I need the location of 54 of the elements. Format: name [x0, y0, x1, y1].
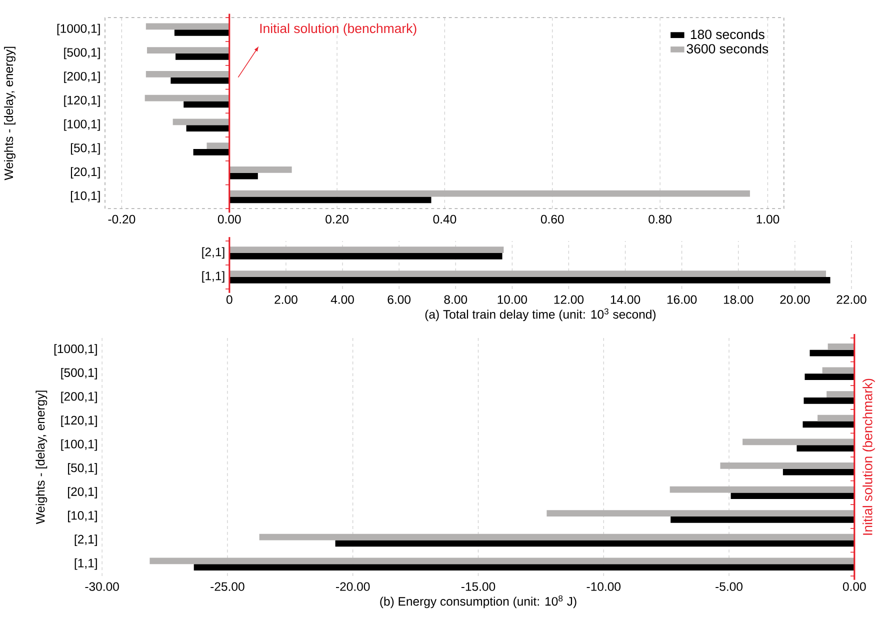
x-tick-label: 0.00	[218, 214, 241, 224]
y-tick-label: [500,1]	[64, 48, 100, 60]
y-tick-label: [120,1]	[64, 96, 100, 107]
x-tick-label: 12.00	[554, 295, 584, 304]
x-tick-label: -20.00	[336, 582, 370, 591]
x-tick-label: 0.60	[540, 214, 564, 224]
y-tick-label: [100,1]	[64, 119, 100, 131]
x-tick-label: 22.00	[836, 295, 866, 304]
x-tick-label: -10.00	[586, 582, 621, 591]
y-tick-label: [200,1]	[61, 392, 97, 404]
y-tick-label: [10,1]	[68, 510, 97, 522]
x-tick-label: 4.00	[330, 295, 354, 304]
x-tick-label: 0.80	[648, 214, 672, 224]
x-tick-label: 16.00	[667, 295, 697, 304]
x-tick-label: 8.00	[444, 295, 468, 304]
y-tick-label: [20,1]	[70, 167, 100, 179]
y-tick-label: [1000,1]	[54, 344, 97, 356]
x-tick-label: -5.00	[716, 582, 742, 591]
x-tick-label: 18.00	[724, 295, 754, 304]
y-tick-label: [50,1]	[70, 143, 100, 155]
y-tick-label: [2,1]	[202, 247, 224, 259]
x-tick-label: 0	[226, 295, 232, 304]
y-tick-label: [50,1]	[68, 463, 97, 475]
x-axis-title: (b) Energy consumption (unit: 10$^{8}$ J)	[380, 595, 576, 608]
y-tick-label: [20,1]	[68, 487, 97, 498]
y-tick-label: [100,1]	[61, 439, 97, 451]
y-tick-label: [200,1]	[64, 72, 100, 84]
x-tick-label: 0.40	[433, 214, 456, 224]
y-tick-label: [500,1]	[61, 368, 97, 380]
ref-line-label: Initial solution (benchmark)	[862, 378, 875, 535]
y-tick-label: [10,1]	[70, 191, 100, 202]
x-tick-label: -0.20	[108, 214, 136, 224]
x-tick-label: 10.00	[498, 295, 528, 304]
x-axis-title: (a) Total train delay time (unit: 10$^{3}$ second)	[425, 308, 656, 322]
x-tick-label: -25.00	[210, 582, 244, 591]
legend-label: 180 seconds	[690, 29, 764, 40]
ref-line-label: Initial solution (benchmark)	[260, 23, 416, 36]
x-tick-label: 14.00	[610, 295, 640, 304]
x-tick-label: 1.00	[756, 214, 780, 224]
y-tick-label: [1000,1]	[57, 24, 100, 36]
y-axis-title: Weights - [delay, energy]	[4, 46, 16, 180]
x-tick-label: 6.00	[388, 295, 410, 304]
y-tick-label: [1,1]	[74, 558, 97, 570]
x-tick-label: 0.00	[842, 582, 866, 591]
y-tick-label: [120,1]	[61, 416, 97, 428]
y-axis-title: Weights - [delay, energy]	[36, 390, 48, 524]
legend-label: 3600 seconds	[686, 44, 768, 54]
y-tick-label: [2,1]	[74, 534, 97, 546]
x-tick-label: 0.20	[326, 214, 348, 224]
x-tick-label: 20.00	[780, 295, 810, 304]
x-tick-label: 2.00	[274, 295, 298, 304]
x-tick-label: -15.00	[461, 582, 496, 591]
y-tick-label: [1,1]	[202, 271, 224, 283]
x-tick-label: -30.00	[85, 582, 119, 591]
